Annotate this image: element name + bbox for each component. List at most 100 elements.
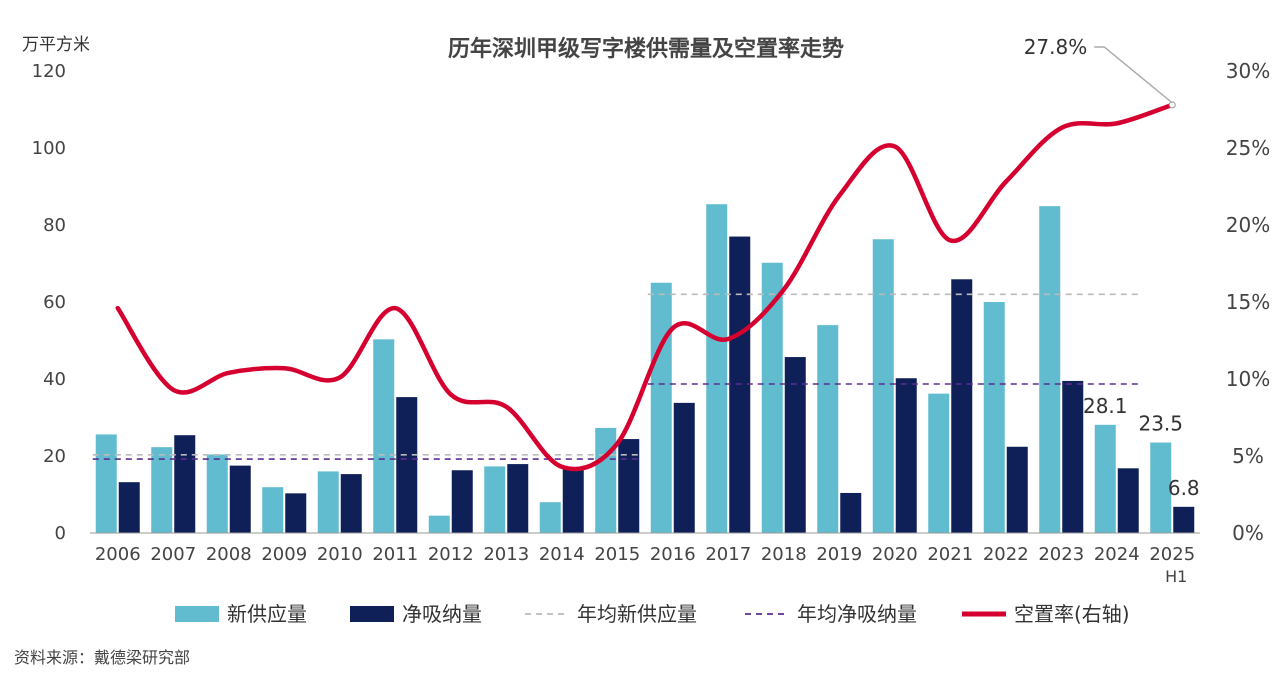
x-tick-label: 2017 [705, 544, 751, 565]
supply-bar [539, 502, 561, 533]
absorption-bar [1117, 468, 1139, 533]
x-tick-label: 2024 [1094, 544, 1140, 565]
legend: 新供应量 净吸纳量 年均新供应量 年均净吸纳量 空置率(右轴) [175, 602, 1130, 626]
x-tick-label: 2006 [95, 544, 141, 565]
supply-bar [206, 454, 228, 533]
left-tick-label: 20 [43, 446, 66, 467]
absorption-bar [840, 492, 862, 533]
right-tick-label: 5% [1232, 444, 1264, 468]
left-tick-label: 0 [55, 523, 66, 544]
absorption-bar [229, 465, 251, 533]
absorption-bar [618, 439, 640, 533]
supply-data-label: 23.5 [1138, 412, 1183, 436]
right-tick-label: 30% [1226, 59, 1270, 83]
supply-data-label: 28.1 [1083, 394, 1128, 418]
absorption-bar [285, 493, 307, 533]
absorption-bar [1173, 506, 1195, 533]
absorption-bar [340, 474, 362, 533]
absorption-bar [784, 357, 806, 533]
absorption-bar [895, 378, 917, 533]
x-tick-label: 2011 [372, 544, 418, 565]
supply-bar [706, 204, 728, 533]
x-tick-label: 2021 [927, 544, 973, 565]
x-tick-label: 2018 [761, 544, 807, 565]
legend-label: 新供应量 [227, 602, 307, 626]
x-tick-label: 2009 [261, 544, 307, 565]
x-tick-label: 2023 [1038, 544, 1084, 565]
absorption-bar [1062, 380, 1084, 533]
x-tick-label: 2020 [872, 544, 918, 565]
x-tick-label: 2012 [428, 544, 474, 565]
left-tick-label: 120 [32, 61, 66, 82]
x-tick-label: 2010 [317, 544, 363, 565]
x-tick-label: 2008 [206, 544, 252, 565]
left-tick-label: 60 [43, 292, 66, 313]
supply-bar [817, 325, 839, 533]
x-tick-label: 2014 [539, 544, 585, 565]
left-axis-unit: 万平方米 [22, 35, 90, 55]
data-labels: 27.8% 28.1 23.5 6.8 [1024, 35, 1200, 500]
vacancy-line [115, 101, 1176, 472]
chart-title: 历年深圳甲级写字楼供需量及空置率走势 [448, 36, 844, 62]
source-note: 资料来源：戴德梁研究部 [14, 648, 191, 667]
supply-bar [484, 466, 506, 533]
absorption-bar [396, 397, 418, 533]
left-tick-label: 80 [43, 215, 66, 236]
legend-swatch [350, 606, 394, 622]
supply-bar [872, 239, 894, 533]
x-tick-label: 2007 [150, 544, 196, 565]
absorption-bar [951, 279, 973, 533]
absorption-bar [562, 467, 584, 533]
supply-bar [151, 447, 173, 533]
supply-bar [1150, 442, 1172, 533]
average-lines [92, 293, 1142, 460]
x-tick-label: 2025 [1149, 544, 1195, 565]
right-tick-label: 10% [1226, 367, 1270, 391]
x-tick-label: 2019 [816, 544, 862, 565]
x-tick-label: 2022 [983, 544, 1029, 565]
vacancy-endpoint-marker [1168, 101, 1176, 109]
supply-bar [317, 471, 339, 533]
absorption-bar [673, 402, 695, 533]
supply-bar [595, 427, 617, 533]
legend-label: 空置率(右轴) [1014, 602, 1130, 626]
supply-bar [428, 515, 450, 533]
supply-bar [650, 282, 672, 533]
right-tick-label: 20% [1226, 213, 1270, 237]
supply-bar [928, 393, 950, 533]
x-tick-label: 2013 [483, 544, 529, 565]
supply-bar [262, 487, 284, 533]
x-tick-label: 2016 [650, 544, 696, 565]
vacancy-rate-line [115, 102, 1175, 472]
legend-label: 年均新供应量 [577, 602, 697, 626]
right-tick-label: 15% [1226, 290, 1270, 314]
absorption-bar [451, 470, 473, 533]
right-axis-ticks: 0% 5% 10% 15% 20% 25% 30% [1226, 59, 1270, 545]
left-tick-label: 40 [43, 369, 66, 390]
right-tick-label: 0% [1232, 521, 1264, 545]
supply-bar [1039, 206, 1061, 533]
vacancy-data-label: 27.8% [1024, 35, 1088, 59]
bars [95, 204, 1195, 534]
left-axis-ticks: 0 20 40 60 80 100 120 [32, 61, 66, 544]
right-tick-label: 25% [1226, 136, 1270, 160]
vacancy-callout-line [1094, 46, 1173, 104]
absorption-bar [507, 464, 529, 533]
legend-label: 年均净吸纳量 [797, 602, 917, 626]
supply-bar [95, 434, 117, 533]
legend-swatch [175, 606, 219, 622]
legend-label: 净吸纳量 [402, 602, 482, 626]
left-tick-label: 100 [32, 138, 66, 159]
supply-bar [1094, 424, 1116, 533]
supply-bar [761, 262, 783, 533]
absorption-bar [1006, 446, 1028, 533]
absorption-bar [118, 482, 140, 533]
absorption-data-label: 6.8 [1168, 476, 1200, 500]
supply-bar [373, 339, 395, 533]
supply-bar [983, 302, 1005, 533]
x-tick-label: 2015 [594, 544, 640, 565]
x-axis-ticks: 2006 2007 2008 2009 2010 2011 2012 2013 2014 2015… [95, 544, 1195, 586]
x-tick-sublabel: H1 [1165, 567, 1187, 586]
absorption-bar [174, 435, 196, 533]
